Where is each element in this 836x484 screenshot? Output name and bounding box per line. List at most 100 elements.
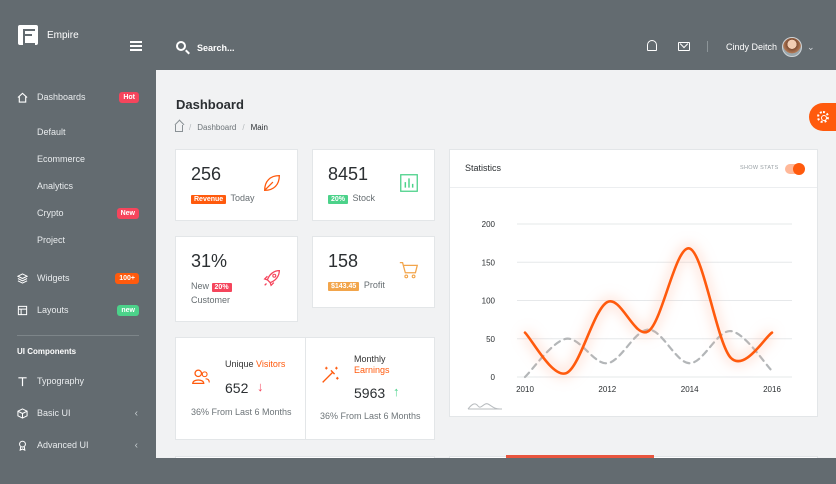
series-line-primary: [523, 247, 774, 375]
y-tick-label: 100: [482, 297, 496, 306]
page-title: Dashboard: [176, 97, 244, 112]
y-tick-label: 200: [482, 220, 496, 229]
cart-icon: [399, 262, 419, 279]
sidebar-item-typography[interactable]: Typography: [0, 369, 156, 393]
brand[interactable]: Empire: [0, 0, 156, 70]
arrow-up-icon: ↑: [393, 384, 400, 399]
arrow-down-icon: ↓: [257, 379, 264, 394]
sidebar-item-label: Widgets: [37, 273, 70, 283]
chevron-left-icon: ‹: [134, 439, 138, 451]
sidebar-item-label: Crypto: [37, 208, 64, 218]
mini-stat-note: 36% From Last 6 Months: [320, 411, 421, 421]
home-icon[interactable]: [175, 125, 183, 132]
stat-caption: Revenue Today: [191, 193, 255, 204]
stat-tag: Revenue: [191, 195, 227, 204]
menu-toggle-icon[interactable]: [130, 41, 142, 51]
count-badge: 100+: [115, 272, 139, 284]
stat-tag: 20%: [211, 283, 232, 292]
x-tick-label: 2016: [763, 385, 781, 394]
stat-tag: 20%: [328, 195, 349, 204]
sidebar-item-label: Ecommerce: [37, 154, 86, 164]
breadcrumb-link[interactable]: Dashboard: [197, 123, 237, 132]
sidebar-item-basic-ui[interactable]: Basic UI ‹: [0, 401, 156, 425]
sidebar-item-default[interactable]: Default: [0, 120, 156, 144]
search-icon[interactable]: [176, 41, 186, 51]
sidebar-item-advanced-ui[interactable]: Advanced UI ‹: [0, 433, 156, 457]
mini-stats-card: Unique Visitors 652 ↓ 36% From Last 6 Mo…: [175, 337, 435, 440]
sidebar-item-crypto[interactable]: Crypto New: [0, 201, 156, 225]
statistics-chart: 0 50 100 150 200 2010 2012 2014 2016: [467, 220, 792, 410]
users-icon: [192, 369, 210, 385]
y-tick-label: 0: [491, 373, 496, 382]
section-title: UI Components: [17, 347, 77, 356]
new-badge: new: [117, 304, 139, 316]
cube-icon: [17, 407, 28, 419]
chart-title: Statistics: [465, 163, 502, 173]
sidebar-item-ecommerce[interactable]: Ecommerce: [0, 147, 156, 171]
bottom-card: [175, 456, 435, 458]
y-tick-label: 150: [482, 258, 496, 267]
leaf-icon: [264, 175, 280, 191]
chevron-down-icon[interactable]: ⌄: [807, 42, 815, 52]
sidebar: Empire Dashboards Hot Default Ecommerce …: [0, 0, 156, 458]
logo-icon: [18, 25, 38, 45]
stat-caption: New 20% Customer: [191, 281, 232, 305]
stat-value: 256: [191, 164, 222, 184]
sidebar-item-label: Default: [37, 127, 66, 137]
sidebar-item-label: Typography: [37, 376, 85, 386]
sidebar-item-dashboards[interactable]: Dashboards Hot: [0, 85, 156, 109]
toggle-label: SHOW STATS: [740, 165, 779, 171]
sidebar-item-label: Analytics: [37, 181, 74, 191]
mini-stat-value: 652: [225, 380, 249, 396]
series-glow: [521, 243, 776, 379]
show-stats-toggle[interactable]: [785, 163, 805, 175]
settings-tab[interactable]: [809, 103, 836, 131]
sidebar-item-label: Basic UI: [37, 408, 71, 418]
sidebar-item-label: Project: [37, 235, 66, 245]
sidebar-item-layouts[interactable]: Layouts new: [0, 298, 156, 322]
stat-card-revenue: 256 Revenue Today: [175, 149, 298, 221]
chevron-left-icon: ‹: [134, 407, 138, 419]
stat-value: 8451: [328, 164, 369, 184]
stat-value: 158: [328, 251, 359, 271]
bell-icon[interactable]: [647, 40, 657, 51]
topbar-divider: [707, 41, 708, 52]
statistics-card: Statistics SHOW STATS 0 50 100 150 200 2010 20…: [449, 149, 818, 417]
mini-stat-title: Monthly Earnings: [354, 354, 390, 375]
x-tick-label: 2010: [516, 385, 534, 394]
legend-wave-icon: [467, 403, 502, 410]
main-content: Dashboard / Dashboard / Main 256 Revenue…: [156, 70, 836, 458]
stat-caption: 20% Stock: [328, 193, 375, 204]
sidebar-divider: [17, 335, 139, 336]
sidebar-item-label: Advanced UI: [37, 440, 89, 450]
mail-icon[interactable]: [678, 42, 690, 51]
bar-chart-icon: [400, 174, 418, 192]
sidebar-item-widgets[interactable]: Widgets 100+: [0, 266, 156, 290]
award-icon: [19, 440, 26, 451]
topbar: Search... Cindy Deitch ⌄: [156, 0, 836, 70]
sidebar-item-project[interactable]: Project: [0, 228, 156, 252]
new-badge: New: [116, 207, 139, 219]
typography-icon: [18, 376, 27, 386]
breadcrumb: / Dashboard / Main: [175, 123, 268, 132]
sidebar-item-analytics[interactable]: Analytics: [0, 174, 156, 198]
x-tick-label: 2014: [681, 385, 699, 394]
layout-icon: [17, 305, 28, 315]
sidebar-item-label: Dashboards: [37, 92, 86, 102]
stat-card-profit: 158 $143.45 Profit: [312, 236, 435, 308]
hot-badge: Hot: [119, 91, 139, 103]
gear-icon: [817, 111, 829, 123]
bottom-accent-bar: [506, 455, 654, 458]
mini-stat-value: 5963: [354, 385, 386, 401]
mini-stat-note: 36% From Last 6 Months: [191, 407, 292, 417]
magic-wand-icon: [322, 366, 339, 383]
mini-stat-title: Unique Visitors: [225, 359, 286, 369]
sidebar-item-label: Layouts: [37, 305, 69, 315]
home-icon: [17, 92, 28, 103]
search-input[interactable]: Search...: [197, 43, 235, 53]
layers-icon: [17, 272, 28, 284]
avatar[interactable]: [782, 37, 802, 57]
stat-card-customer: 31% New 20% Customer: [175, 236, 298, 322]
user-name[interactable]: Cindy Deitch: [726, 42, 778, 52]
breadcrumb-current: Main: [250, 123, 268, 132]
